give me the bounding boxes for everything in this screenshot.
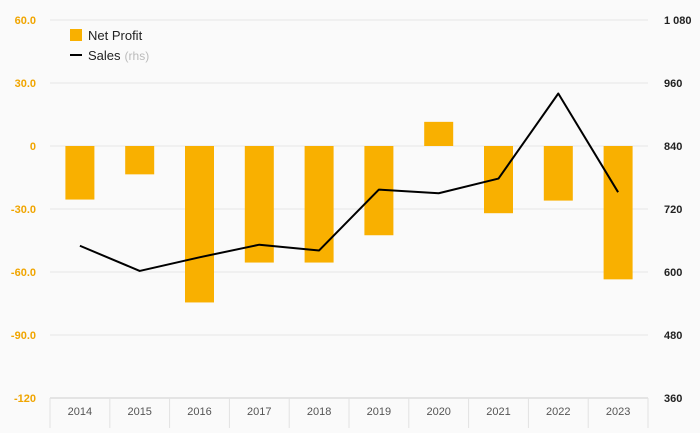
legend-label-sales: Sales (rhs) — [88, 48, 149, 63]
y-right-tick-label: 1 080 — [664, 15, 692, 27]
y-left-tick-label: -30.0 — [11, 204, 36, 216]
line-sales — [79, 92, 619, 272]
y-left-tick-label: -60.0 — [11, 267, 36, 279]
x-tick-label: 2018 — [307, 406, 331, 418]
bar-net-profit — [185, 146, 214, 303]
y-left-tick-label: 0 — [30, 141, 36, 153]
legend-label-sales-suffix: (rhs) — [125, 49, 150, 63]
bar-net-profit — [244, 146, 274, 263]
y-right-tick-label: 600 — [664, 267, 682, 279]
x-tick-label: 2021 — [486, 406, 510, 418]
x-tick-label: 2014 — [68, 406, 92, 418]
legend: Net Profit Sales (rhs) — [70, 28, 149, 63]
y-left-tick-label: -120 — [14, 393, 36, 405]
x-tick-label: 2019 — [367, 406, 391, 418]
x-tick-label: 2023 — [606, 406, 630, 418]
y-right-tick-label: 360 — [664, 393, 682, 405]
x-tick-label: 2020 — [426, 406, 450, 418]
legend-swatch-net-profit — [70, 29, 82, 41]
bar-net-profit — [125, 146, 155, 175]
y-right-tick-label: 840 — [664, 141, 682, 153]
legend-label-net-profit: Net Profit — [88, 28, 143, 43]
bar-net-profit — [424, 121, 454, 146]
x-tick-label: 2017 — [247, 406, 271, 418]
bar-net-profit — [304, 146, 334, 263]
x-tick-label: 2015 — [127, 406, 151, 418]
bar-series — [65, 121, 633, 303]
y-left-tick-label: 30.0 — [15, 78, 36, 90]
y-right-tick-label: 480 — [664, 330, 682, 342]
bar-net-profit — [484, 146, 513, 214]
y-right-tick-label: 960 — [664, 78, 682, 90]
x-tick-label: 2016 — [187, 406, 211, 418]
x-tick-label: 2022 — [546, 406, 570, 418]
line-series — [79, 92, 619, 272]
bar-net-profit — [65, 146, 95, 200]
y-left-tick-label: 60.0 — [15, 15, 36, 27]
bar-net-profit — [543, 146, 573, 201]
axes: 60.0 30.0 0 -30.0 -60.0 -90.0 -120 1 080 960 840 7… — [11, 15, 692, 428]
y-right-tick-label: 720 — [664, 204, 682, 216]
bar-net-profit — [603, 146, 633, 280]
y-left-tick-label: -90.0 — [11, 330, 36, 342]
